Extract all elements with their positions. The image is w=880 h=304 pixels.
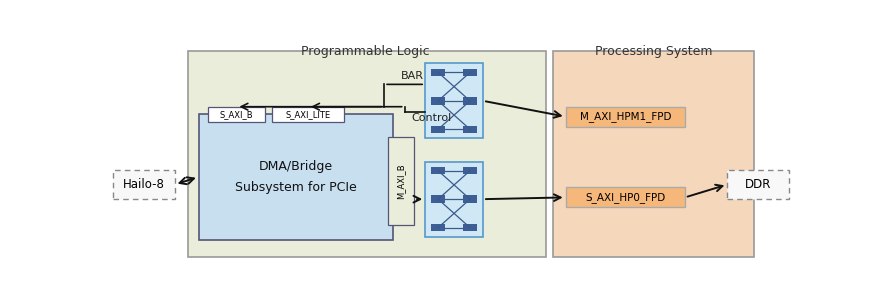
Bar <box>463 97 477 105</box>
Text: S_AXI_B: S_AXI_B <box>220 110 253 119</box>
Bar <box>388 137 414 225</box>
Text: BAR: BAR <box>401 71 424 81</box>
Bar <box>425 162 483 237</box>
Bar <box>425 64 483 138</box>
Bar <box>566 107 685 126</box>
Bar <box>431 126 445 133</box>
Bar <box>114 170 175 199</box>
Bar <box>431 224 445 231</box>
Bar <box>431 167 445 174</box>
Bar <box>188 50 546 257</box>
Bar <box>463 224 477 231</box>
Text: M_AXI_B: M_AXI_B <box>397 163 406 199</box>
Bar <box>431 69 445 76</box>
Bar <box>272 107 344 122</box>
Bar <box>463 195 477 203</box>
Text: S_AXI_LITE: S_AXI_LITE <box>285 110 331 119</box>
Text: M_AXI_HPM1_FPD: M_AXI_HPM1_FPD <box>580 111 671 122</box>
Bar <box>554 50 754 257</box>
Text: DDR: DDR <box>744 178 771 191</box>
Bar <box>431 97 445 105</box>
Bar <box>566 188 685 207</box>
Text: Programmable Logic: Programmable Logic <box>302 45 430 57</box>
Bar <box>727 170 788 199</box>
Bar <box>208 107 266 122</box>
Text: Hailo-8: Hailo-8 <box>123 178 165 191</box>
Bar <box>463 69 477 76</box>
Text: Processing System: Processing System <box>595 45 712 57</box>
Bar <box>431 195 445 203</box>
Bar <box>463 167 477 174</box>
Text: S_AXI_HP0_FPD: S_AXI_HP0_FPD <box>585 192 665 203</box>
Text: Control: Control <box>412 113 451 123</box>
Bar <box>199 114 393 240</box>
Text: DMA/Bridge
Subsystem for PCIe: DMA/Bridge Subsystem for PCIe <box>235 160 356 194</box>
Bar <box>463 126 477 133</box>
